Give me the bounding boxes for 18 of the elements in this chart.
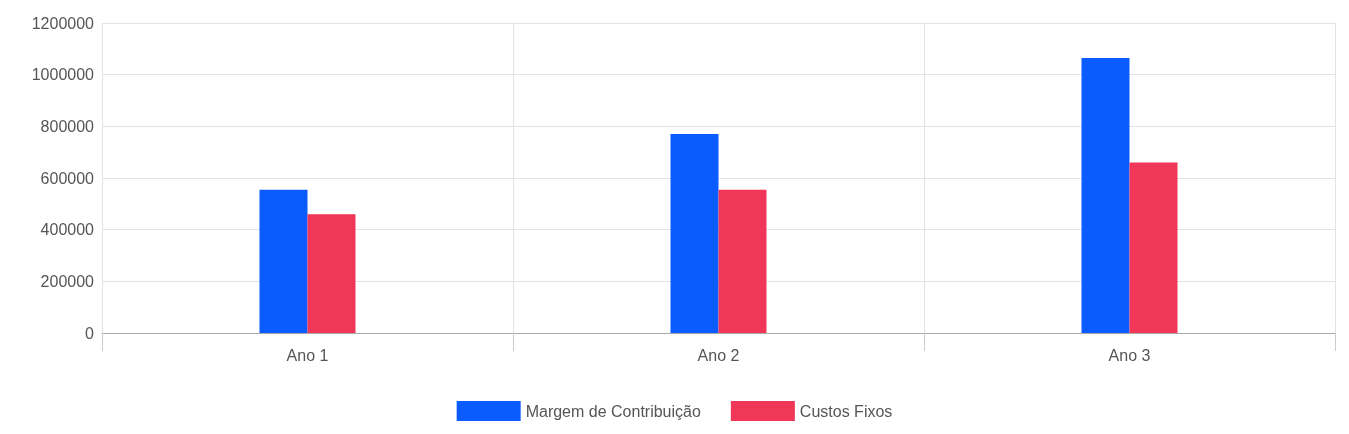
legend-label: Custos Fixos — [799, 402, 893, 420]
x-tick-label: Ano 3 — [1108, 346, 1151, 364]
bar — [1129, 162, 1178, 333]
bar — [307, 214, 356, 333]
x-tick-label: Ano 2 — [697, 346, 740, 364]
bar — [259, 189, 308, 333]
y-tick-label: 1000000 — [31, 66, 95, 84]
legend-label: Margem de Contribuição — [525, 402, 701, 420]
y-tick-label: 200000 — [40, 272, 95, 290]
bar — [1081, 57, 1130, 333]
y-tick-label: 400000 — [40, 221, 95, 239]
x-tick-label: Ano 1 — [286, 346, 329, 364]
y-tick-label: 600000 — [40, 169, 95, 187]
bar — [718, 189, 767, 333]
y-tick-label: 800000 — [40, 117, 95, 135]
y-tick-label: 1200000 — [31, 14, 95, 32]
y-tick-label: 0 — [85, 324, 95, 342]
bar — [670, 134, 719, 333]
